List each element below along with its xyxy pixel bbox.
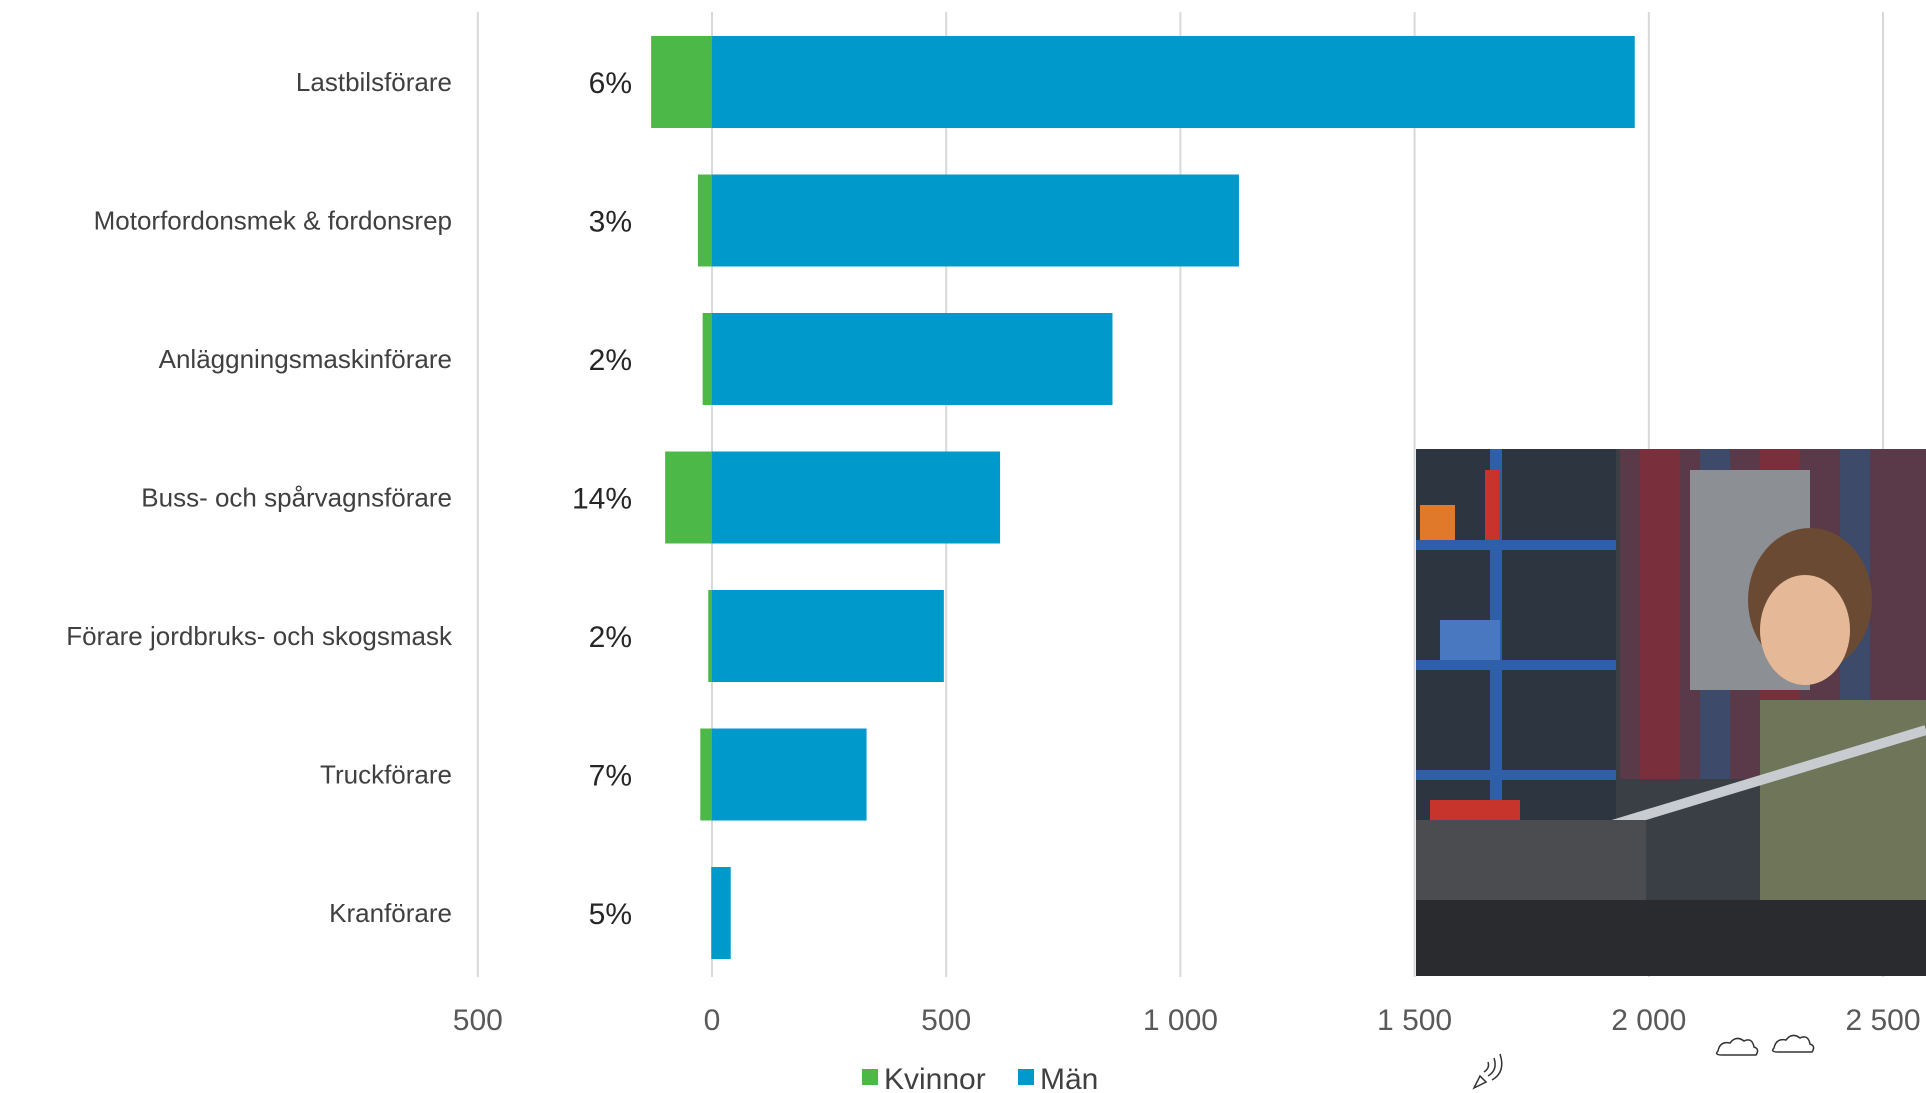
- bar-women: [697, 174, 712, 267]
- x-tick-label: 500: [921, 1004, 971, 1037]
- bar-men: [712, 313, 1113, 405]
- category-label: Motorfordonsmek & fordonsrep: [94, 206, 452, 236]
- category-label: Kranförare: [329, 898, 452, 928]
- legend-swatch-women: [862, 1069, 878, 1085]
- x-axis-ticks: 500 0 500 1 000 1 500 2 000 2 500: [453, 1004, 1921, 1037]
- percent-labels: 6% 3% 2% 14% 2% 7% 5%: [572, 67, 632, 931]
- percent-data-label: 3%: [589, 206, 632, 239]
- bar-women: [702, 313, 712, 405]
- legend-swatch-men: [1018, 1069, 1034, 1085]
- legend: Kvinnor Män: [862, 1063, 1098, 1093]
- percent-data-label: 5%: [589, 898, 632, 931]
- percent-data-label: 7%: [589, 760, 632, 793]
- percent-data-label: 2%: [589, 621, 632, 654]
- category-label: Förare jordbruks- och skogsmask: [66, 621, 453, 651]
- x-tick-label: 1 500: [1377, 1004, 1452, 1037]
- bar-men: [712, 867, 731, 959]
- x-tick-label: 2 000: [1611, 1004, 1686, 1037]
- legend-label-women: Kvinnor: [884, 1063, 986, 1093]
- legend-label-men: Män: [1040, 1063, 1098, 1093]
- percent-data-label: 14%: [572, 483, 632, 516]
- category-label: Lastbilsförare: [296, 67, 452, 97]
- bar-men: [712, 590, 944, 682]
- category-label: Buss- och spårvagnsförare: [141, 483, 452, 513]
- percent-data-label: 2%: [589, 344, 632, 377]
- bar-men: [712, 36, 1635, 128]
- bar-women: [665, 451, 712, 544]
- bar-men: [712, 728, 867, 821]
- bar-men: [712, 451, 1001, 544]
- bars: [651, 36, 1635, 959]
- x-tick-label: 2 500: [1845, 1004, 1920, 1037]
- category-labels: Lastbilsförare Motorfordonsmek & fordonsr…: [66, 67, 453, 928]
- bar-men: [712, 174, 1239, 267]
- x-tick-label: 1 000: [1143, 1004, 1218, 1037]
- x-tick-label: 0: [704, 1004, 721, 1037]
- cloud-doodle-icon: [1715, 1034, 1815, 1056]
- bar-women: [711, 867, 712, 959]
- category-label: Truckförare: [320, 760, 452, 790]
- bar-women: [651, 36, 712, 128]
- mechanic-photo: [1416, 449, 1926, 976]
- bar-women: [708, 590, 712, 682]
- x-tick-label: 500: [453, 1004, 503, 1037]
- bar-women: [700, 728, 712, 821]
- signal-doodle-icon: [1472, 1053, 1503, 1090]
- percent-data-label: 6%: [589, 67, 632, 100]
- category-label: Anläggningsmaskinförare: [159, 344, 452, 374]
